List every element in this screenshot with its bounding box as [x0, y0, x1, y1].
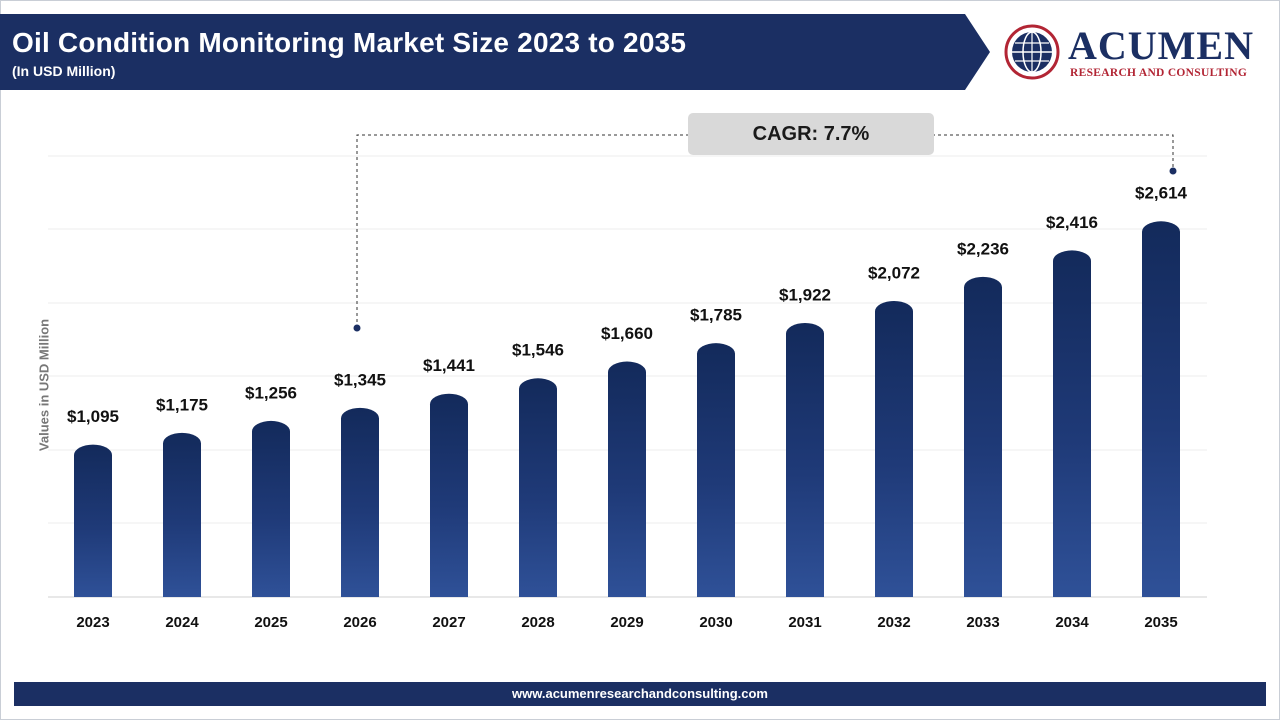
- x-tick-2024: 2024: [165, 614, 199, 631]
- data-label-2028: $1,546: [512, 341, 564, 360]
- x-tick-2031: 2031: [788, 614, 821, 631]
- x-tick-2028: 2028: [521, 614, 554, 631]
- bar-2023: [74, 444, 112, 597]
- x-tick-2029: 2029: [610, 614, 643, 631]
- bar-2031: [786, 323, 824, 597]
- bar-2029: [608, 361, 646, 597]
- data-label-2029: $1,660: [601, 324, 653, 343]
- data-label-2030: $1,785: [690, 306, 742, 325]
- data-label-2027: $1,441: [423, 356, 475, 375]
- header-band: [0, 14, 990, 90]
- x-tick-2025: 2025: [254, 614, 287, 631]
- bar-2035: [1142, 221, 1180, 598]
- footer-url: www.acumenresearchandconsulting.com: [14, 682, 1266, 706]
- chart-subtitle: (In USD Million): [12, 63, 116, 79]
- x-tick-2032: 2032: [877, 614, 910, 631]
- x-tick-2033: 2033: [966, 614, 999, 631]
- data-label-2032: $2,072: [868, 263, 920, 282]
- x-tick-2030: 2030: [699, 614, 732, 631]
- x-tick-2023: 2023: [76, 614, 109, 631]
- data-label-2024: $1,175: [156, 395, 208, 414]
- x-tick-2027: 2027: [432, 614, 465, 631]
- data-label-2026: $1,345: [334, 370, 386, 389]
- x-tick-2035: 2035: [1144, 614, 1177, 631]
- bar-2026: [341, 407, 379, 597]
- data-label-2035: $2,614: [1135, 184, 1188, 203]
- data-label-2023: $1,095: [67, 407, 119, 426]
- data-label-2033: $2,236: [957, 239, 1009, 258]
- data-label-2034: $2,416: [1046, 213, 1098, 232]
- bar-2030: [697, 343, 735, 597]
- y-axis-label: Values in USD Million: [36, 318, 52, 452]
- x-tick-2034: 2034: [1055, 614, 1089, 631]
- acumen-logo: ACUMEN RESEARCH AND CONSULTING: [1004, 22, 1266, 82]
- bar-2024: [163, 432, 201, 597]
- x-tick-2026: 2026: [343, 614, 376, 631]
- logo-name: ACUMEN: [1068, 23, 1254, 68]
- data-label-2025: $1,256: [245, 383, 297, 402]
- data-label-2031: $1,922: [779, 285, 831, 304]
- cagr-start-dot: [353, 324, 361, 332]
- bar-chart: $1,095 $1,175 $1,256 $1,345 $1,441 $1,546 $1,6…: [48, 134, 1207, 631]
- cagr-annotation: CAGR: 7.7%: [688, 113, 934, 155]
- cagr-end-dot: [1169, 167, 1177, 175]
- bar-2034: [1053, 250, 1091, 597]
- globe-icon: [1004, 24, 1060, 80]
- bar-2027: [430, 393, 468, 597]
- bar-2032: [875, 300, 913, 597]
- logo-tagline: RESEARCH AND CONSULTING: [1070, 67, 1248, 79]
- bar-2033: [964, 276, 1002, 597]
- bar-2028: [519, 378, 557, 597]
- chart-title: Oil Condition Monitoring Market Size 202…: [12, 27, 687, 58]
- bar-2025: [252, 420, 290, 597]
